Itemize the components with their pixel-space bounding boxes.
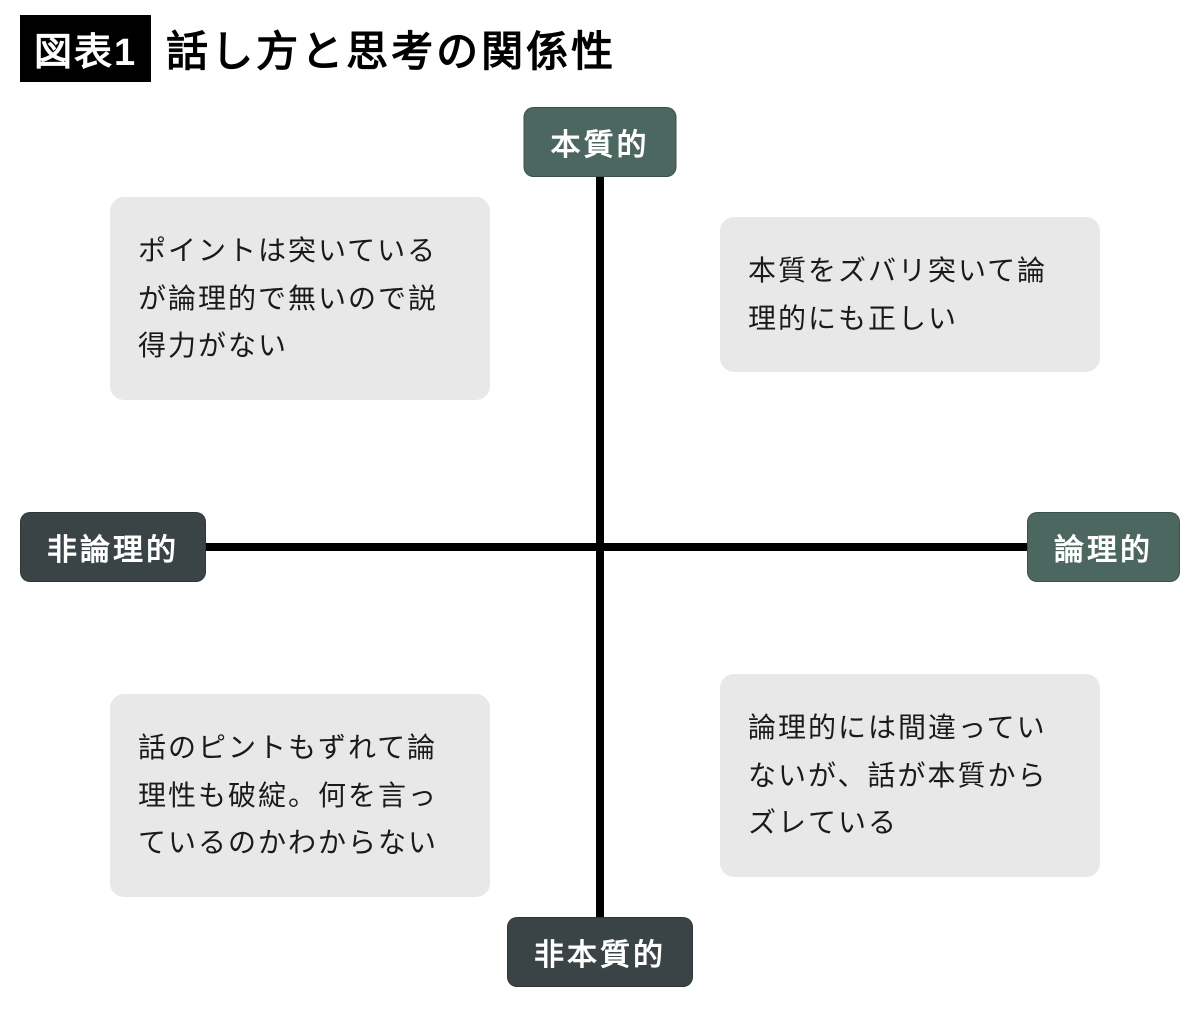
axis-label-top: 本質的 <box>524 107 677 177</box>
horizontal-axis <box>95 543 1105 551</box>
quadrant-diagram: 本質的 非本質的 非論理的 論理的 ポイントは突いているが論理的で無いので説得力… <box>0 97 1200 997</box>
header: 図表1 話し方と思考の関係性 <box>0 0 1200 97</box>
quadrant-top-right: 本質をズバリ突いて論理的にも正しい <box>720 217 1100 372</box>
figure-badge: 図表1 <box>20 15 151 82</box>
page-title: 話し方と思考の関係性 <box>166 18 616 79</box>
quadrant-bottom-right: 論理的には間違っていないが、話が本質からズレている <box>720 674 1100 877</box>
quadrant-top-left: ポイントは突いているが論理的で無いので説得力がない <box>110 197 490 400</box>
axis-label-right: 論理的 <box>1027 512 1180 582</box>
axis-label-bottom: 非本質的 <box>507 917 693 987</box>
axis-label-left: 非論理的 <box>20 512 206 582</box>
vertical-axis <box>596 147 604 937</box>
quadrant-bottom-left: 話のピントもずれて論理性も破綻。何を言っているのかわからない <box>110 694 490 897</box>
